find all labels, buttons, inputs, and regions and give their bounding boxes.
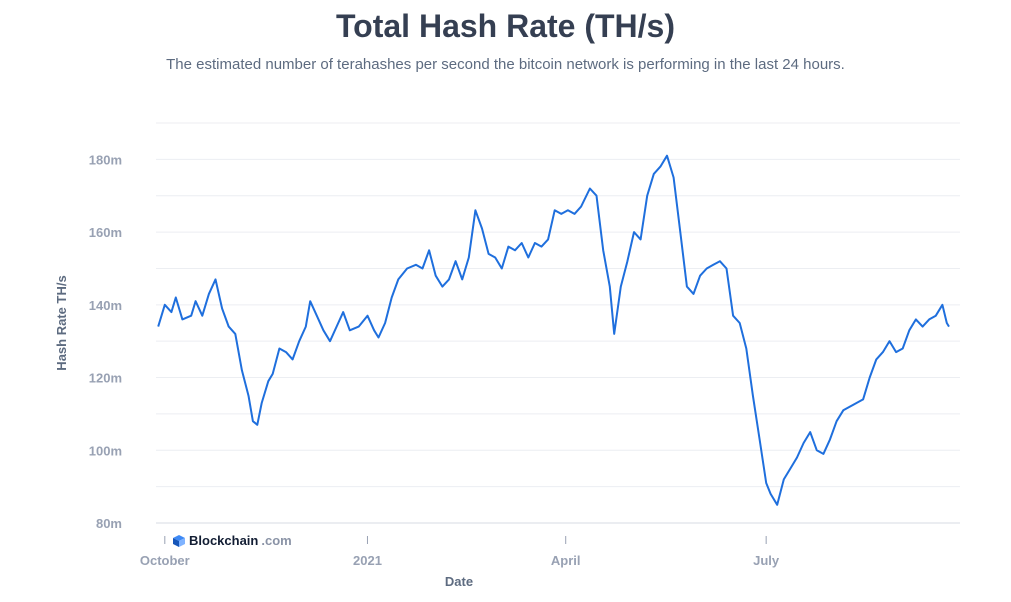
hash-rate-series-line <box>157 154 950 506</box>
y-tick-label: 160m <box>89 225 122 240</box>
x-tick-label: October <box>140 553 190 568</box>
watermark-tld: .com <box>261 533 292 548</box>
y-axis: 80m 100m 120m 140m 160m 180m <box>89 152 122 531</box>
blockchain-logo-icon <box>173 534 185 547</box>
x-tick-label: July <box>753 553 780 568</box>
x-tick-label: 2021 <box>353 553 382 568</box>
watermark: Blockchain .com <box>172 533 292 548</box>
x-axis-label: Date <box>445 574 473 589</box>
y-tick-label: 180m <box>89 152 122 167</box>
y-tick-label: 140m <box>89 298 122 313</box>
chart-subtitle: The estimated number of terahashes per s… <box>166 56 845 73</box>
y-tick-label: 120m <box>89 371 122 386</box>
x-tick-label: April <box>551 553 581 568</box>
y-axis-label: Hash Rate TH/s <box>54 275 69 370</box>
chart-title: Total Hash Rate (TH/s) <box>336 8 675 44</box>
y-tick-label: 80m <box>96 516 122 531</box>
grid-lines <box>156 122 960 524</box>
x-axis: October 2021 April July <box>140 536 780 568</box>
watermark-brand: Blockchain <box>189 533 259 548</box>
y-tick-label: 100m <box>89 443 122 458</box>
